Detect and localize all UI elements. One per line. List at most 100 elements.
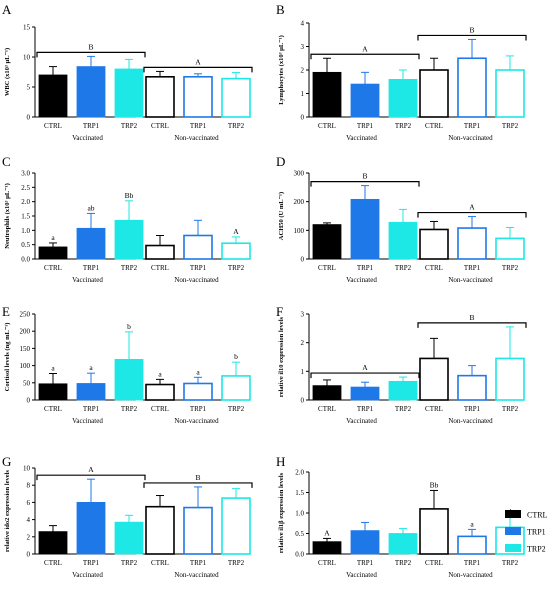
x-tick-label: TRP1 (357, 405, 374, 413)
y-tick-label: 0.5 (21, 241, 30, 249)
x-tick-label: TRP2 (228, 264, 245, 272)
y-axis-label-F: relative il10 expression levels (278, 316, 285, 397)
bar-A-vaccinated-trp1 (76, 66, 106, 118)
group-letter: A (195, 57, 201, 66)
bar-F-non-vaccinated-trp1 (457, 374, 487, 401)
y-tick-label: 1 (301, 90, 305, 98)
y-tick-label: 6 (27, 499, 31, 507)
bar-C-vaccinated-ctrl (38, 246, 68, 260)
group-letter: B (362, 172, 367, 181)
bar-letter: ab (87, 203, 94, 212)
bar-A-non-vaccinated-trp2 (221, 77, 251, 118)
x-tick-label: TRP2 (395, 559, 412, 567)
bar-B-non-vaccinated-trp1 (457, 57, 487, 118)
bar-F-vaccinated-trp2 (388, 380, 418, 401)
y-tick-label: 0 (27, 397, 31, 405)
significance-bracket (36, 474, 146, 481)
y-tick-label: 0.0 (295, 551, 304, 559)
y-tick-label: 3.0 (21, 170, 30, 178)
y-tick-label: 100 (20, 362, 31, 370)
x-tick-label: TRP2 (502, 122, 519, 130)
group-letter: A (88, 465, 94, 474)
y-axis-label-H: relative il1β expression levels (278, 472, 285, 553)
x-tick-label: TRP1 (190, 405, 207, 413)
x-tick-label: CTRL (44, 264, 62, 272)
bar-E-vaccinated-ctrl (38, 383, 68, 401)
x-tick-label: TRP1 (83, 122, 100, 130)
legend-label-trp2: TRP2 (527, 545, 546, 554)
bar-B-non-vaccinated-ctrl (419, 69, 449, 118)
group-label: Non-vaccinated (174, 417, 219, 425)
y-tick-label: 2.5 (21, 184, 30, 192)
bar-C-vaccinated-trp1 (76, 227, 106, 260)
bar-C-non-vaccinated-trp1 (183, 234, 213, 260)
x-tick-label: TRP2 (228, 122, 245, 130)
y-tick-label: 1 (301, 368, 305, 376)
y-tick-label: 150 (20, 345, 31, 353)
legend-label-trp1: TRP1 (527, 528, 546, 537)
significance-bracket (310, 181, 420, 187)
x-tick-label: CTRL (425, 122, 443, 130)
bar-letter: b (127, 322, 131, 331)
y-tick-label: 0 (27, 551, 31, 559)
bar-letter: A (324, 528, 330, 537)
x-tick-label: TRP1 (464, 122, 481, 130)
group-letter: B (469, 313, 474, 322)
group-letter: A (362, 363, 368, 372)
y-tick-label: 15 (23, 24, 31, 32)
significance-bracket (417, 211, 527, 218)
bar-B-non-vaccinated-trp2 (495, 69, 525, 118)
group-label: Vaccinated (346, 276, 377, 284)
x-tick-label: TRP2 (228, 405, 245, 413)
y-tick-label: 300 (294, 170, 305, 178)
bar-D-non-vaccinated-trp2 (495, 237, 525, 260)
x-tick-label: CTRL (318, 264, 336, 272)
x-tick-label: TRP2 (228, 559, 245, 567)
x-tick-label: CTRL (318, 405, 336, 413)
y-tick-label: 0.5 (295, 530, 304, 538)
panel-letter-C: C (2, 154, 11, 169)
bar-E-non-vaccinated-trp2 (221, 375, 251, 401)
x-tick-label: CTRL (44, 405, 62, 413)
bar-letter: A (233, 227, 239, 236)
y-tick-label: 2 (301, 67, 305, 75)
group-letter: B (469, 25, 474, 34)
group-label: Non-vaccinated (174, 571, 219, 579)
bar-G-vaccinated-trp1 (76, 501, 106, 555)
bar-E-non-vaccinated-ctrl (145, 383, 175, 401)
x-tick-label: TRP1 (464, 405, 481, 413)
x-tick-label: CTRL (318, 559, 336, 567)
y-tick-label: 2.0 (295, 469, 304, 477)
y-tick-label: 5 (27, 84, 31, 92)
bar-H-vaccinated-ctrl (312, 541, 342, 555)
bar-A-non-vaccinated-ctrl (145, 76, 175, 118)
group-letter: A (362, 44, 368, 53)
group-label: Vaccinated (72, 417, 103, 425)
y-axis-label-B: Lymphocytes (x10³ µL⁻¹) (278, 35, 285, 105)
x-tick-label: TRP1 (190, 559, 207, 567)
bar-H-non-vaccinated-trp1 (457, 535, 487, 555)
y-tick-label: 100 (294, 227, 305, 235)
y-tick-label: 1.5 (21, 213, 30, 221)
bar-D-vaccinated-trp1 (350, 198, 380, 260)
bar-F-vaccinated-ctrl (312, 385, 342, 401)
y-tick-label: 0.0 (21, 256, 30, 264)
bar-H-vaccinated-trp1 (350, 530, 380, 555)
x-tick-label: TRP2 (121, 264, 138, 272)
y-tick-label: 10 (23, 54, 31, 62)
bar-D-non-vaccinated-ctrl (419, 228, 449, 260)
x-tick-label: CTRL (318, 122, 336, 130)
group-label: Vaccinated (346, 417, 377, 425)
x-tick-label: TRP1 (357, 264, 374, 272)
y-tick-label: 50 (23, 379, 31, 387)
bar-F-non-vaccinated-trp2 (495, 357, 525, 401)
bar-B-vaccinated-ctrl (312, 71, 342, 118)
y-tick-label: 4 (301, 20, 305, 28)
bar-B-vaccinated-trp2 (388, 79, 418, 118)
x-tick-label: TRP1 (357, 122, 374, 130)
y-tick-label: 8 (27, 482, 31, 490)
bar-letter: Bb (430, 480, 439, 489)
significance-bracket (36, 51, 146, 58)
bar-G-vaccinated-trp2 (114, 521, 144, 555)
